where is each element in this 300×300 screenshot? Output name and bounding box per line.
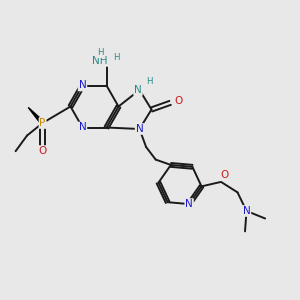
Text: N: N bbox=[79, 122, 86, 133]
Text: N: N bbox=[243, 206, 250, 216]
Polygon shape bbox=[28, 107, 44, 124]
Text: N: N bbox=[134, 85, 142, 95]
Text: N: N bbox=[79, 80, 86, 91]
Text: NH: NH bbox=[92, 56, 108, 66]
Text: O: O bbox=[38, 146, 47, 156]
Text: P: P bbox=[40, 118, 46, 128]
Text: N: N bbox=[185, 199, 193, 209]
Text: H: H bbox=[97, 48, 103, 57]
Text: O: O bbox=[220, 170, 228, 180]
Text: H: H bbox=[113, 53, 119, 62]
Text: H: H bbox=[146, 77, 152, 86]
Text: O: O bbox=[174, 95, 183, 106]
Text: N: N bbox=[136, 124, 143, 134]
